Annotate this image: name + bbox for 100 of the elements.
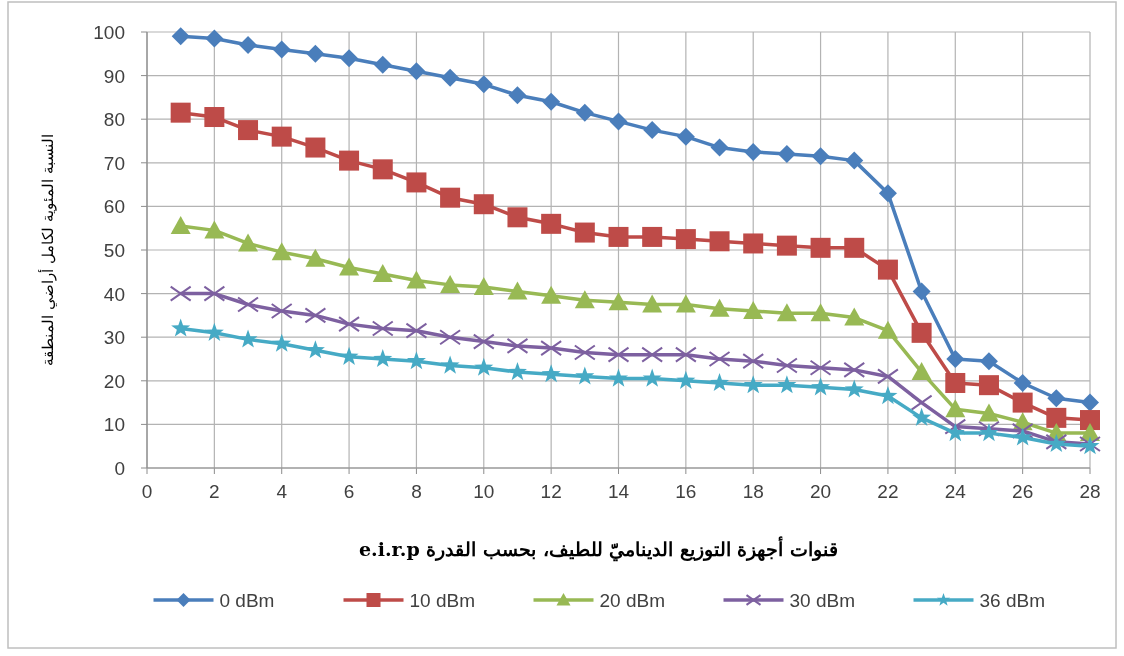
point xyxy=(371,320,394,337)
legend-label: 0 dBm xyxy=(219,590,275,611)
point xyxy=(574,290,595,309)
point xyxy=(169,285,192,302)
point xyxy=(474,357,494,376)
point xyxy=(574,222,595,243)
point xyxy=(237,296,260,313)
point xyxy=(811,377,831,396)
point xyxy=(508,86,527,105)
point xyxy=(1080,410,1100,431)
point xyxy=(239,36,258,55)
x-tick-label: 16 xyxy=(675,481,697,502)
point xyxy=(642,368,662,387)
point xyxy=(541,285,562,304)
y-tick-label: 30 xyxy=(103,327,125,349)
x-tick-label: 0 xyxy=(141,481,153,502)
point xyxy=(945,399,966,418)
legend-label: 20 dBm xyxy=(599,590,665,611)
y-tick-label: 60 xyxy=(103,196,125,218)
y-axis-title: النسبة المئوية لكامل أراضي المنطقة xyxy=(38,134,57,366)
point xyxy=(607,346,630,363)
point xyxy=(844,237,865,258)
point xyxy=(305,340,325,359)
x-tick-label: 12 xyxy=(540,481,562,502)
point xyxy=(709,231,730,252)
point xyxy=(170,216,191,235)
point xyxy=(439,329,462,346)
x-tick-label: 24 xyxy=(944,481,967,502)
point xyxy=(775,357,798,374)
point xyxy=(271,126,292,147)
point xyxy=(945,372,966,393)
x-tick-label: 18 xyxy=(742,481,764,502)
point xyxy=(845,151,864,170)
point xyxy=(338,316,361,333)
y-tick-label: 10 xyxy=(103,414,125,436)
point xyxy=(810,237,831,258)
point xyxy=(373,349,393,368)
y-tick-label: 40 xyxy=(103,283,125,305)
y-tick-label: 90 xyxy=(103,65,125,87)
point xyxy=(473,194,494,215)
point xyxy=(373,55,392,74)
x-tick-label: 4 xyxy=(276,481,288,502)
point xyxy=(844,307,865,326)
point xyxy=(777,145,796,164)
point xyxy=(340,49,359,68)
point xyxy=(1046,407,1067,428)
point xyxy=(1013,373,1032,392)
point xyxy=(372,263,393,282)
point xyxy=(643,121,662,140)
point xyxy=(1081,393,1099,412)
point xyxy=(474,75,493,94)
point xyxy=(441,68,460,87)
point xyxy=(305,248,326,267)
point xyxy=(810,303,831,322)
point xyxy=(440,187,461,208)
point xyxy=(945,423,965,442)
point xyxy=(406,270,427,289)
point xyxy=(642,294,663,313)
point xyxy=(575,103,594,122)
point xyxy=(676,370,696,389)
point xyxy=(170,102,191,123)
y-tick-label: 20 xyxy=(103,370,125,392)
point xyxy=(542,92,561,111)
point xyxy=(171,27,190,46)
point xyxy=(743,301,764,320)
point xyxy=(946,350,965,368)
point xyxy=(608,226,629,247)
point xyxy=(912,282,931,301)
point xyxy=(406,172,427,193)
point xyxy=(541,364,561,383)
point xyxy=(1012,392,1033,413)
y-tick-label: 0 xyxy=(114,458,125,479)
point xyxy=(272,40,291,59)
x-tick-label: 14 xyxy=(607,481,630,502)
point xyxy=(407,62,426,81)
point xyxy=(642,226,663,247)
point xyxy=(777,375,797,394)
point xyxy=(609,112,628,131)
point xyxy=(710,138,729,157)
point xyxy=(776,235,797,256)
point xyxy=(809,359,832,376)
y-tick-label: 100 xyxy=(93,22,125,43)
point xyxy=(575,366,595,385)
point xyxy=(912,407,932,426)
point xyxy=(675,229,696,250)
point xyxy=(238,233,259,252)
point xyxy=(978,403,999,422)
point xyxy=(473,277,494,296)
point xyxy=(238,329,258,348)
x-axis-title: قنوات أجهزة التوزيع الديناميّ للطيف، بحسب القدرة e.i.r.p xyxy=(358,536,839,562)
x-tick-label: 8 xyxy=(411,481,422,502)
point xyxy=(978,375,999,396)
point xyxy=(305,137,326,158)
point xyxy=(507,362,527,381)
point xyxy=(238,120,259,141)
x-tick-label: 26 xyxy=(1012,481,1034,502)
point xyxy=(674,346,697,363)
point xyxy=(843,361,866,378)
point xyxy=(506,337,529,354)
legend-label: 10 dBm xyxy=(409,590,475,611)
